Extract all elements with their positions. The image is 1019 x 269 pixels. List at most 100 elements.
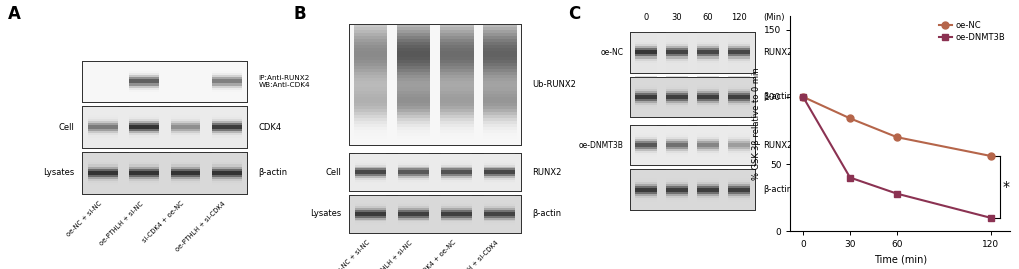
Bar: [129, 96, 159, 98]
Bar: [212, 179, 242, 181]
Bar: [355, 161, 386, 163]
Bar: [397, 199, 429, 201]
Bar: [129, 81, 159, 83]
Bar: [483, 54, 517, 58]
Bar: [396, 100, 430, 103]
Bar: [129, 69, 159, 71]
Bar: [728, 147, 750, 149]
Bar: [483, 130, 517, 133]
Bar: [354, 112, 387, 115]
Bar: [484, 223, 515, 225]
Bar: [634, 147, 656, 149]
Bar: [354, 82, 387, 85]
Bar: [484, 215, 515, 218]
Bar: [396, 33, 430, 36]
Bar: [483, 139, 517, 142]
Bar: [634, 115, 656, 117]
Bar: [212, 83, 242, 86]
Bar: [212, 106, 242, 108]
Bar: [355, 229, 386, 231]
Bar: [696, 133, 718, 135]
Bar: [397, 157, 429, 159]
Bar: [484, 197, 515, 199]
Bar: [634, 139, 656, 141]
Bar: [397, 231, 429, 233]
Bar: [129, 164, 159, 167]
Bar: [354, 115, 387, 118]
Bar: [665, 139, 688, 141]
Bar: [441, 172, 472, 174]
Bar: [129, 108, 159, 111]
Bar: [483, 97, 517, 100]
Bar: [728, 80, 750, 83]
Bar: [441, 170, 472, 172]
Bar: [665, 195, 688, 198]
Bar: [696, 131, 718, 133]
Bar: [129, 129, 159, 131]
Bar: [397, 166, 429, 168]
Bar: [397, 195, 429, 197]
Bar: [212, 146, 242, 148]
Bar: [355, 176, 386, 178]
Bar: [441, 206, 472, 208]
Bar: [354, 27, 387, 30]
Bar: [728, 87, 750, 89]
Bar: [728, 153, 750, 155]
Bar: [634, 93, 656, 95]
Bar: [439, 109, 473, 112]
Bar: [439, 30, 473, 33]
Bar: [170, 181, 200, 183]
Bar: [88, 164, 117, 167]
Bar: [441, 179, 472, 182]
Bar: [129, 75, 159, 77]
Bar: [397, 229, 429, 231]
Bar: [129, 77, 159, 79]
Bar: [354, 127, 387, 130]
Bar: [483, 84, 517, 88]
Bar: [88, 116, 117, 119]
Bar: [484, 225, 515, 227]
Bar: [397, 164, 429, 167]
Bar: [129, 162, 159, 164]
Bar: [634, 66, 656, 69]
Bar: [728, 161, 750, 163]
Bar: [396, 94, 430, 97]
Bar: [696, 79, 718, 81]
Bar: [634, 149, 656, 151]
Bar: [355, 178, 386, 180]
Bar: [728, 171, 750, 174]
Bar: [634, 135, 656, 137]
Bar: [484, 195, 515, 197]
Bar: [483, 30, 517, 33]
Bar: [212, 96, 242, 98]
Bar: [396, 48, 430, 51]
Bar: [634, 54, 656, 56]
Bar: [728, 102, 750, 105]
Bar: [696, 87, 718, 89]
Text: 30: 30: [671, 13, 682, 22]
Bar: [665, 163, 688, 165]
Bar: [696, 169, 718, 172]
Bar: [354, 91, 387, 94]
Bar: [355, 172, 386, 174]
Bar: [354, 48, 387, 51]
Bar: [696, 44, 718, 47]
Text: oe-PTHLH + si-NC: oe-PTHLH + si-NC: [367, 239, 414, 269]
Bar: [170, 125, 200, 127]
Bar: [728, 201, 750, 204]
Bar: [212, 125, 242, 127]
Bar: [728, 66, 750, 69]
Bar: [396, 51, 430, 54]
Bar: [696, 145, 718, 147]
Bar: [665, 169, 688, 172]
Bar: [634, 155, 656, 157]
Bar: [728, 208, 750, 210]
Bar: [397, 215, 429, 218]
Bar: [88, 166, 117, 169]
Bar: [439, 84, 473, 88]
Bar: [696, 34, 718, 36]
Bar: [441, 178, 472, 180]
Bar: [665, 109, 688, 111]
Bar: [441, 195, 472, 197]
Bar: [634, 145, 656, 147]
